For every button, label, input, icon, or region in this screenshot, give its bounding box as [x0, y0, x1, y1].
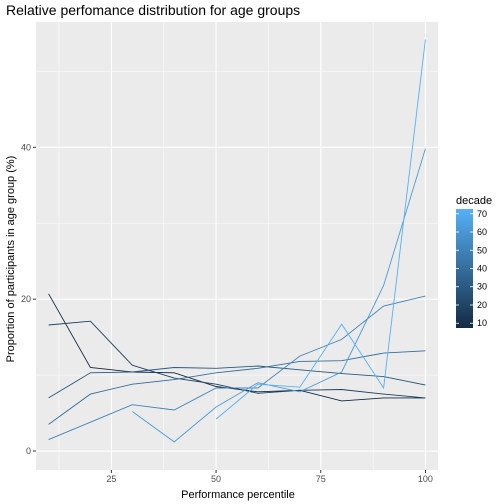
legend-label: 30 [477, 282, 487, 292]
legend-label: 40 [477, 264, 487, 274]
x-tick-label: 100 [418, 474, 433, 484]
legend-title: decade [456, 195, 492, 207]
chart-title: Relative perfomance distribution for age… [6, 2, 300, 18]
y-tick-label: 0 [26, 446, 31, 456]
legend-colorbar [456, 209, 473, 328]
x-tick-label: 75 [316, 474, 326, 484]
legend: decade 70 60 50 40 30 20 10 [456, 195, 492, 328]
legend-label: 60 [477, 227, 487, 237]
legend-label: 20 [477, 300, 487, 310]
legend-label: 50 [477, 245, 487, 255]
series-line-decade-60 [132, 148, 426, 443]
y-tick-label: 20 [21, 294, 31, 304]
x-tick-label: 50 [211, 474, 221, 484]
series-line-decade-50 [48, 295, 426, 441]
legend-label: 70 [477, 209, 487, 219]
series-line-decade-70 [215, 39, 426, 420]
x-tick-label: 25 [106, 474, 116, 484]
y-axis: 0 20 40 [21, 142, 36, 456]
series-line-decade-30 [48, 365, 426, 399]
y-axis-title: Proportion of participants in age group … [5, 156, 17, 363]
x-axis-title: Performance percentile [181, 489, 295, 501]
series-line-decade-20 [48, 320, 426, 399]
y-tick-label: 40 [21, 142, 31, 152]
x-axis: 25 50 75 100 [106, 470, 433, 484]
plot-panel [36, 22, 438, 470]
series-lines [48, 39, 426, 443]
legend-label: 10 [477, 318, 487, 328]
legend-labels: 70 60 50 40 30 20 10 [456, 209, 487, 328]
